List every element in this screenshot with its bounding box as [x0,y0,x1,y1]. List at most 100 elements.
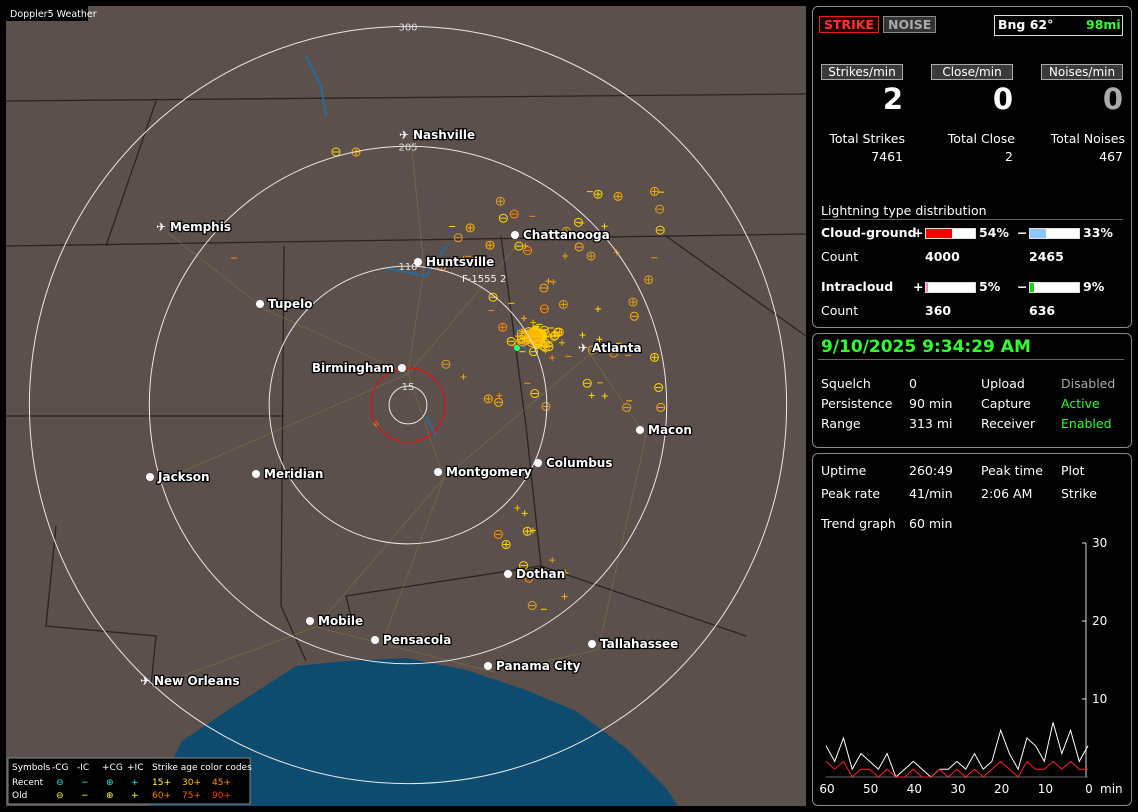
strike [534,333,544,343]
clock-panel [812,333,1132,448]
strike [522,526,532,536]
gulf [150,658,678,806]
stat-value: 2:06 AM [981,486,1033,501]
legend-text: Recent [12,778,44,788]
status-panel [812,6,1132,328]
city-label: Birmingham [312,361,394,375]
legend-text: ⊖ [56,778,64,788]
legend-text: − [81,791,89,801]
strike [538,341,548,351]
city-label: Macon [648,423,692,437]
strike [613,191,623,201]
strike [593,189,603,199]
stat-value: 60 min [909,516,953,531]
map: Doppler5 Weather 300 205 110 15 F-1555 2 ✈ Nas… [6,6,806,806]
callout: F-1555 2 [462,274,506,285]
strike [654,383,664,393]
legend-text: 60+ [152,791,171,801]
setting-label: Range [821,416,861,431]
count-label: Count [821,303,859,318]
legend-box [7,757,251,805]
close-strike [514,345,520,351]
city-label: Columbus [546,456,613,470]
stat-label: Uptime [821,463,867,478]
strike [649,186,659,196]
x-tick-label: 40 [907,782,922,796]
city-label: Memphis [170,220,231,234]
city-label: Tupelo [268,297,313,311]
setting-label: Upload [981,376,1025,391]
strike [550,330,560,340]
stat-label: Peak time [981,463,1043,478]
range-ring [388,385,428,425]
setting-value: 0 [909,376,917,391]
legend-text: +CG [102,763,123,773]
city-dot [252,470,260,478]
strike [582,378,592,388]
rate-button[interactable]: Noises/min [1041,64,1123,80]
strike [495,196,505,206]
stat-value: 260:49 [909,463,953,478]
stat-value: Strike [1061,486,1097,501]
city-dot [434,468,442,476]
legend-text: 30+ [182,778,201,788]
strike [441,359,451,369]
bar-fill [926,229,953,238]
x-tick-label: 10 [1038,782,1053,796]
rate-button[interactable]: Close/min [931,64,1013,80]
bar-track [1029,228,1080,239]
strike [561,226,571,236]
strike [523,246,533,256]
noise-button[interactable]: NOISE [883,16,937,33]
percent: 33% [1083,225,1113,240]
bar-track [925,282,976,293]
range-ring [28,25,788,785]
strike [498,213,508,223]
x-tick-label: 60 [819,782,834,796]
legend-text: + [131,791,139,801]
strike [622,403,632,413]
city-label: New Orleans [154,674,240,688]
strike [530,389,540,399]
strike [488,292,498,302]
legend-text: 15+ [152,778,171,788]
strike-button[interactable]: STRIKE [819,16,880,33]
percent: 5% [979,279,1001,294]
ring-label: 15 [402,382,415,393]
rate-button[interactable]: Strikes/min [821,64,903,80]
bar-fill [1030,229,1047,238]
legend-text: 45+ [212,778,231,788]
strike [527,601,537,611]
strike [609,348,619,358]
bearing: Bng 62° [998,17,1054,32]
city-dot [371,636,379,644]
sign: − [1017,225,1028,240]
city-dot [511,231,519,239]
strike [501,540,511,550]
city-label: Chattanooga [523,228,610,242]
setting-label: Squelch [821,376,871,391]
city-label: Jackson [157,470,210,484]
setting-label: Capture [981,396,1031,411]
setting-value: Disabled [1061,376,1116,391]
sign: + [913,279,924,294]
city-label: Panama City [496,659,581,673]
city-label: Montgomery [446,465,532,479]
strike [539,283,549,293]
count-value: 4000 [925,249,960,264]
rule [818,359,1124,360]
legend-text: 90+ [212,791,231,801]
legend-text: 75+ [182,791,201,801]
ring-label: 205 [398,142,417,153]
strike [655,225,665,235]
airport-icon: ✈ [399,128,409,142]
strike [493,529,503,539]
strike [485,240,495,250]
legend-text: -CG [52,763,69,773]
strike [628,297,638,307]
sign: + [913,225,924,240]
trend-line [825,760,1088,778]
bar-fill [926,283,929,292]
legend-text: ⊖ [56,791,64,801]
legend-text: + [131,778,139,788]
